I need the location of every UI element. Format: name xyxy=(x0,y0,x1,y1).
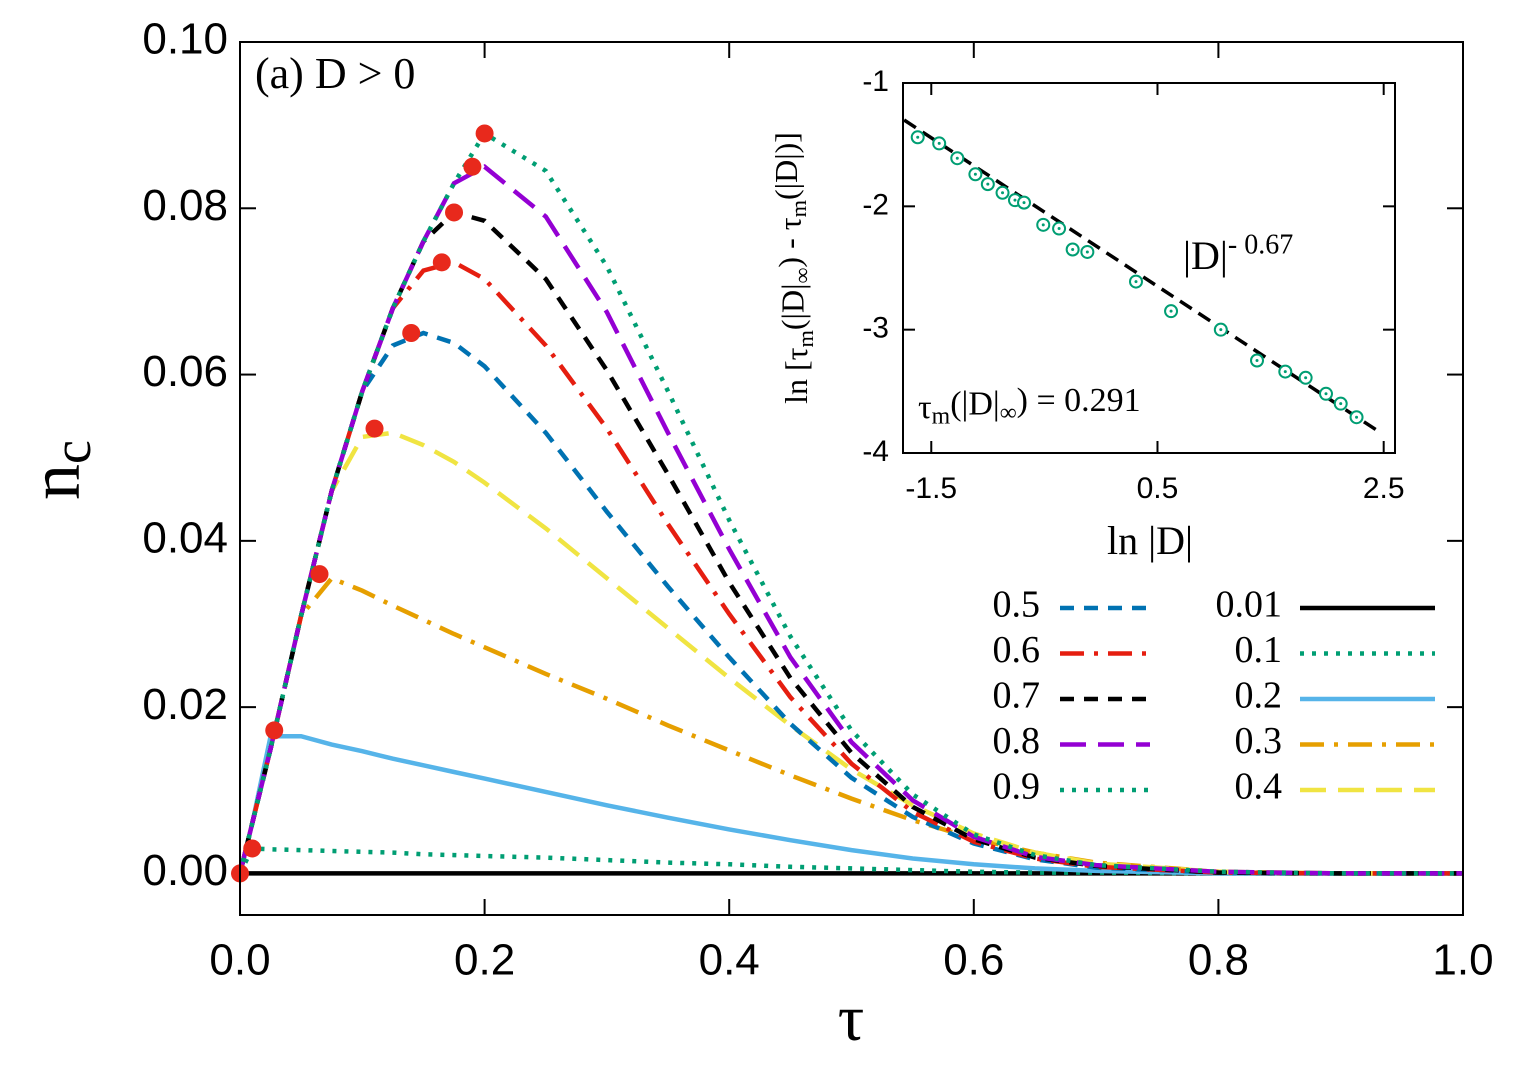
inset-annotation-part: ∞ xyxy=(1000,400,1017,426)
inset-y-axis-label: ln [τm(|D|∞) - τm(|D|)] xyxy=(768,132,818,404)
scatter-point-center xyxy=(1001,191,1005,195)
y-tick-label: 0.00 xyxy=(142,846,228,895)
scatter-point-center xyxy=(1339,402,1343,406)
y-axis-label-part: n xyxy=(15,464,95,500)
inset-y-axis-label-part: ∞ xyxy=(790,268,815,284)
inset-y-tick-label: -3 xyxy=(862,312,889,345)
scatter-point-center xyxy=(1169,309,1173,313)
legend-label: 0.4 xyxy=(1235,766,1283,808)
series-line xyxy=(240,733,1463,876)
inset-annotation-part: (|D| xyxy=(950,385,1000,422)
scatter-point-center xyxy=(1071,248,1075,251)
scatter-point-center xyxy=(1041,223,1045,227)
inset-annotation-part: ) = 0.291 xyxy=(1017,382,1141,419)
x-tick-label: 0.0 xyxy=(209,936,270,985)
inset-background xyxy=(903,83,1395,453)
legend-label: 0.1 xyxy=(1235,629,1283,671)
scatter-point-center xyxy=(1085,250,1089,254)
inset-y-tick-label: -2 xyxy=(862,188,889,221)
fit-label: |D|- 0.67 xyxy=(1183,230,1293,278)
inset-y-axis-label-part: ln [τ xyxy=(778,347,814,404)
y-axis-label: nc xyxy=(15,440,103,500)
inset-y-tick-label: -4 xyxy=(862,435,889,468)
y-tick-label: 0.08 xyxy=(142,181,228,230)
x-tick-label: 0.6 xyxy=(943,936,1004,985)
inset-y-axis-label-part: ) - τ xyxy=(772,217,808,267)
inset-x-tick-label: 0.5 xyxy=(1137,472,1179,505)
peak-marker xyxy=(475,124,494,143)
legend-label: 0.8 xyxy=(993,720,1041,762)
peak-marker xyxy=(243,839,262,858)
plot-frame xyxy=(239,41,1464,916)
legend-label: 0.6 xyxy=(993,629,1041,671)
inset-y-axis-label-part: (|D| xyxy=(775,284,811,331)
legend-label: 0.7 xyxy=(993,675,1041,717)
y-tick-label: 0.06 xyxy=(142,347,228,396)
peak-marker xyxy=(265,721,284,740)
inset-x-tick-label: 2.5 xyxy=(1363,472,1405,505)
scatter-point-center xyxy=(1057,227,1061,231)
inset-y-axis-label-part: m xyxy=(793,330,818,348)
peak-marker xyxy=(463,157,482,176)
scatter-point-center xyxy=(973,172,977,176)
scatter-point-center xyxy=(1134,280,1138,284)
x-tick-label: 0.8 xyxy=(1188,936,1249,985)
peak-marker xyxy=(402,324,421,342)
inset-frame xyxy=(902,82,1396,454)
scatter-point-center xyxy=(1022,201,1026,205)
y-axis-label-part: c xyxy=(43,440,103,464)
fit-label-part: |D| xyxy=(1183,233,1228,278)
inset-x-axis-label: ln |D| xyxy=(1107,518,1193,563)
peak-marker xyxy=(432,253,451,272)
inset-y-tick-label: -1 xyxy=(862,65,889,98)
legend-label: 0.3 xyxy=(1235,720,1283,762)
legend-label: 0.01 xyxy=(1216,584,1283,626)
legend-label: 0.2 xyxy=(1235,675,1283,717)
inset-annotation: τm(|D|∞) = 0.291 xyxy=(918,382,1141,430)
fit-label-part: - 0.67 xyxy=(1228,230,1293,261)
y-tick-label: 0.10 xyxy=(142,15,228,64)
legend-label: 0.9 xyxy=(993,766,1041,808)
plot-area xyxy=(240,130,1463,876)
inset-annotation-part: m xyxy=(932,404,951,430)
inset-y-axis-label-part: m xyxy=(786,199,811,217)
legend-label: 0.5 xyxy=(993,584,1041,626)
inset-y-axis-label-part: (|D|)] xyxy=(768,132,804,200)
scatter-point-center xyxy=(1324,392,1328,396)
peak-marker xyxy=(445,203,464,222)
y-tick-label: 0.02 xyxy=(142,680,228,729)
inset-annotation-part: τ xyxy=(918,389,932,426)
series-line xyxy=(240,846,1463,876)
series-line xyxy=(240,130,1463,876)
scatter-point-center xyxy=(1219,328,1223,332)
x-tick-label: 1.0 xyxy=(1432,936,1493,985)
inset-x-tick-label: -1.5 xyxy=(905,472,957,505)
scatter-point-center xyxy=(1255,359,1259,362)
peak-marker xyxy=(310,565,329,584)
x-axis-label: τ xyxy=(838,982,865,1055)
x-tick-label: 0.2 xyxy=(454,936,515,985)
scatter-point-center xyxy=(937,141,941,145)
scatter-point-center xyxy=(986,182,990,186)
scatter-point-center xyxy=(1304,376,1308,380)
x-tick-label: 0.4 xyxy=(699,936,760,985)
scatter-point-center xyxy=(1355,415,1359,419)
panel-annotation: (a) D > 0 xyxy=(255,49,415,98)
scatter-point-center xyxy=(1283,370,1287,374)
scatter-point-center xyxy=(916,135,920,139)
peak-marker xyxy=(365,419,384,438)
scatter-point-center xyxy=(1013,198,1017,202)
y-tick-label: 0.04 xyxy=(142,513,228,562)
series-line xyxy=(240,330,1463,876)
scatter-point-center xyxy=(955,156,959,160)
inset-plot-area xyxy=(903,118,1383,435)
